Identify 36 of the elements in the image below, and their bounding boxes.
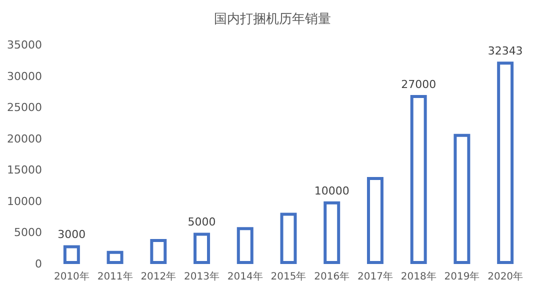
x-tick-label: 2013年: [184, 270, 220, 282]
x-tick-label: 2015年: [270, 270, 306, 282]
y-tick-label: 10000: [7, 194, 42, 208]
x-tick-label: 2020年: [488, 270, 524, 282]
bar: [454, 134, 470, 264]
x-tick-label: 2012年: [140, 270, 176, 282]
x-tick-label: 2018年: [400, 270, 436, 282]
y-tick-label: 5000: [14, 226, 42, 240]
data-label: 5000: [188, 216, 216, 229]
x-tick-label: 2019年: [444, 270, 480, 282]
bar: [194, 232, 210, 264]
chart-title: 国内打捆机历年销量: [214, 12, 331, 27]
y-tick-label: 20000: [7, 132, 42, 146]
bar: [324, 201, 340, 264]
x-tick-label: 2016年: [314, 270, 350, 282]
data-label: 10000: [314, 184, 350, 198]
bar: [236, 227, 254, 264]
y-tick-label: 15000: [7, 164, 42, 177]
bar: [150, 238, 167, 264]
bar: [106, 250, 124, 264]
y-tick-label: 25000: [7, 101, 42, 114]
data-label: 27000: [401, 78, 436, 92]
x-tick-label: 2014年: [227, 270, 263, 282]
x-tick-label: 2010年: [54, 270, 90, 282]
bar: [366, 177, 384, 264]
data-label: 32343: [488, 44, 523, 58]
bar: [497, 62, 514, 264]
data-label: 3000: [58, 228, 86, 242]
y-tick-label: 30000: [7, 70, 42, 83]
bar: [280, 212, 297, 264]
bar: [410, 95, 427, 264]
y-tick-label: 35000: [7, 38, 42, 52]
x-tick-label: 2011年: [97, 270, 133, 282]
bar: [63, 245, 80, 264]
y-tick-label: 0: [35, 258, 42, 270]
x-tick-label: 2017年: [358, 270, 393, 282]
